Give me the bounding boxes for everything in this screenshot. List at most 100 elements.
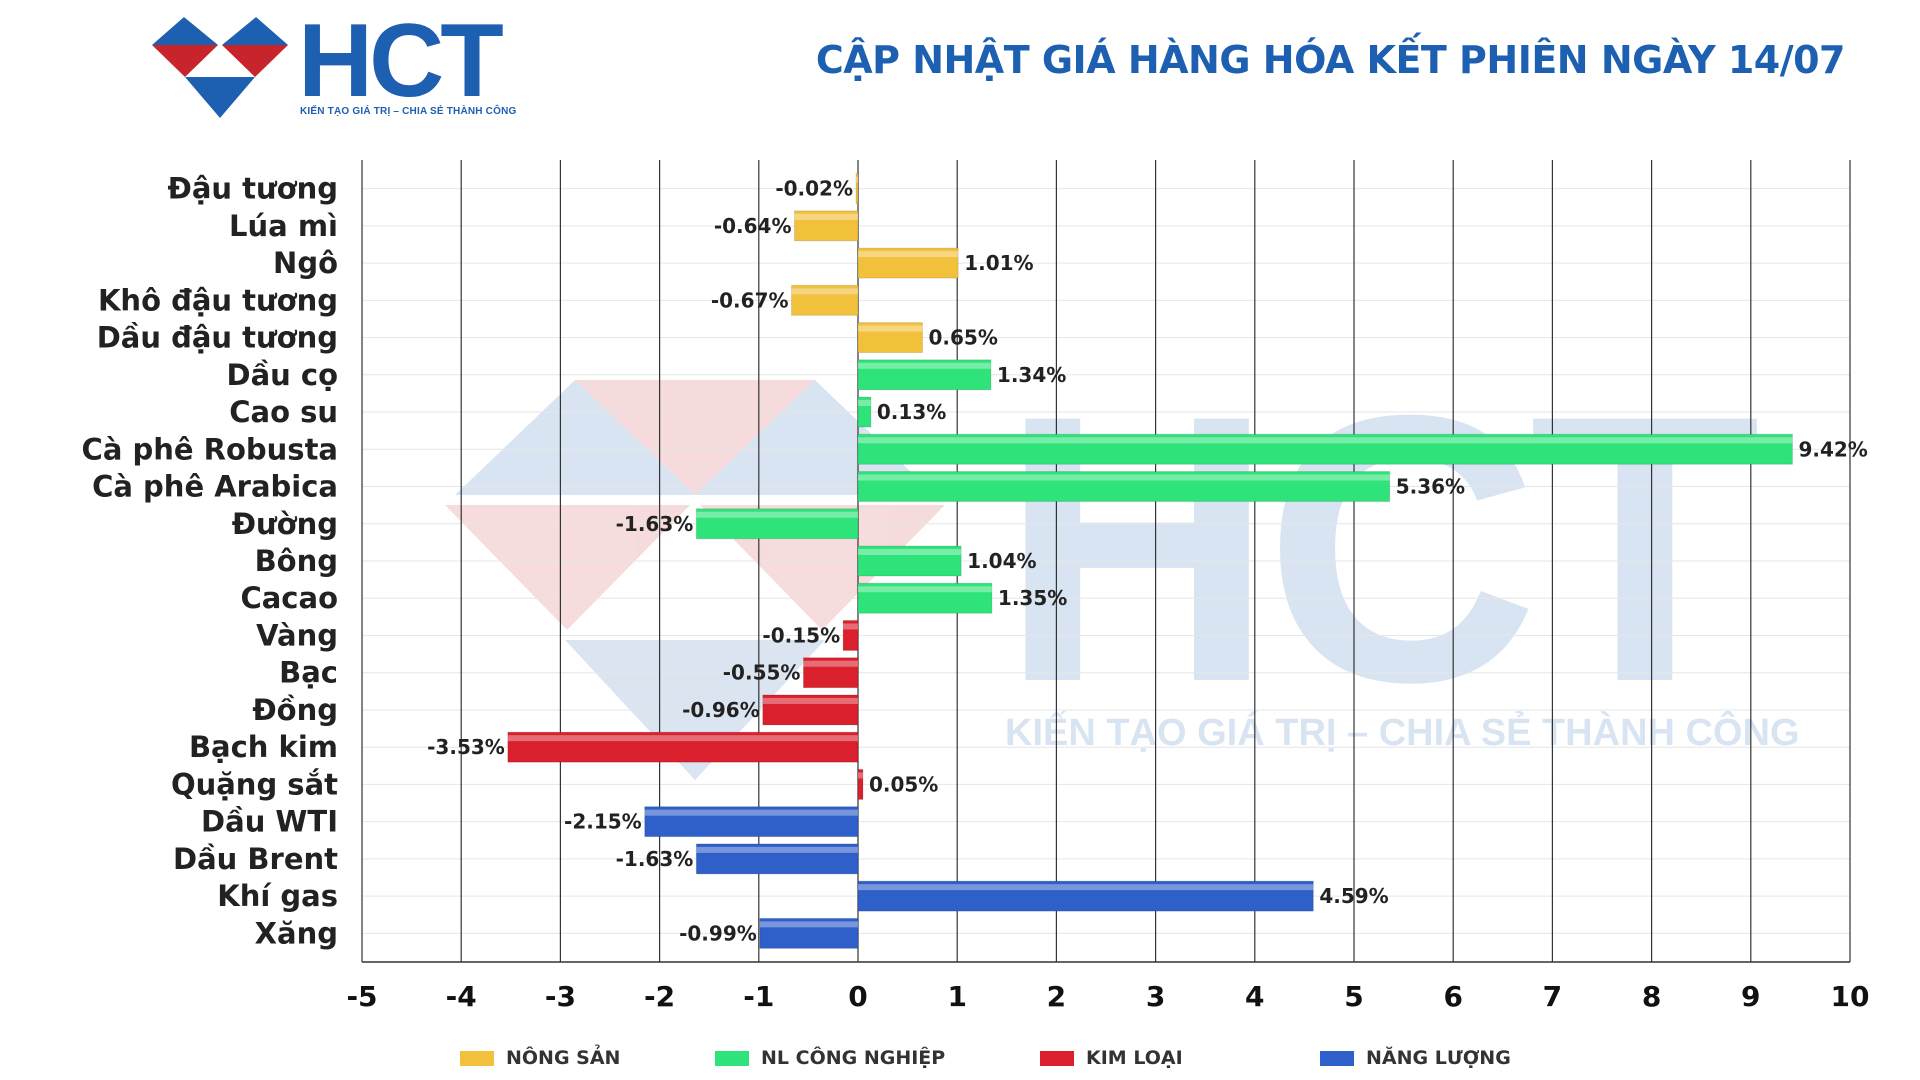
legend-label: NL CÔNG NGHIỆP <box>761 1047 946 1069</box>
hct-logo: HCT KIẾN TẠO GIÁ TRỊ – CHIA SẺ THÀNH CÔN… <box>150 9 530 125</box>
data-label: -0.15% <box>762 623 840 647</box>
data-label: 5.36% <box>1396 475 1465 499</box>
bar-highlight <box>794 213 858 220</box>
page-title: CẬP NHẬT GIÁ HÀNG HÓA KẾT PHIÊN NGÀY 14/… <box>815 38 1846 82</box>
bar-highlight <box>696 511 858 518</box>
category-label: Khí gas <box>217 879 338 913</box>
data-label: -0.96% <box>682 698 760 722</box>
bar-0 <box>855 173 859 205</box>
grid <box>361 160 1851 963</box>
x-tick-label: 1 <box>947 980 966 1013</box>
legend: NÔNG SẢN NL CÔNG NGHIỆP KIM LOẠI NĂNG LƯỢNG <box>460 1046 1560 1070</box>
category-label: Dầu đậu tương <box>97 321 338 355</box>
bar-11 <box>857 582 993 614</box>
legend-swatch <box>1040 1050 1074 1066</box>
bar-highlight <box>696 846 858 853</box>
data-label: -0.55% <box>723 661 801 685</box>
legend-swatch <box>715 1050 749 1066</box>
bar-highlight <box>803 660 858 667</box>
category-label: Quặng sắt <box>171 767 338 801</box>
bar-highlight <box>858 586 992 593</box>
category-label: Đậu tương <box>168 172 338 206</box>
bar-9 <box>695 508 859 540</box>
x-tick-label: 2 <box>1047 980 1066 1013</box>
category-label: Ngô <box>273 246 338 280</box>
legend-swatch <box>460 1050 494 1066</box>
legend-item-kim_loai: KIM LOẠI <box>1040 1046 1183 1070</box>
category-label: Cà phê Robusta <box>82 432 338 466</box>
x-tick-label: 8 <box>1642 980 1661 1013</box>
bar-highlight <box>843 623 858 630</box>
watermark-diamond-top-left <box>455 380 695 495</box>
legend-item-nong_san: NÔNG SẢN <box>460 1046 620 1070</box>
category-label: Dầu Brent <box>173 842 338 876</box>
bar-5 <box>857 359 992 391</box>
x-tick-label: -2 <box>644 980 675 1013</box>
data-label: 0.05% <box>869 772 938 796</box>
data-label: -1.63% <box>616 512 694 536</box>
bar-18 <box>695 843 859 875</box>
logo-tagline: KIẾN TẠO GIÁ TRỊ – CHIA SẺ THÀNH CÔNG <box>300 106 517 117</box>
bar-highlight <box>858 549 962 555</box>
category-label: Cao su <box>229 395 338 429</box>
data-label: 4.59% <box>1319 884 1388 908</box>
category-label: Dầu WTI <box>201 805 338 839</box>
bar-highlight <box>858 400 871 407</box>
bar-highlight <box>858 362 991 369</box>
x-tick-label: 5 <box>1344 980 1363 1013</box>
category-label: Dầu cọ <box>227 358 339 392</box>
x-tick-label: 6 <box>1443 980 1462 1013</box>
data-label: 1.04% <box>967 549 1036 573</box>
data-label: -3.53% <box>427 735 505 759</box>
bar-7 <box>857 433 1793 465</box>
legend-item-nang_luong: NĂNG LƯỢNG <box>1320 1046 1511 1070</box>
x-tick-label: -5 <box>346 980 377 1013</box>
bar-17 <box>644 806 859 838</box>
category-label: Lúa mì <box>229 209 338 243</box>
bar-8 <box>857 471 1391 503</box>
x-tick-label: 0 <box>848 980 867 1013</box>
bar-14 <box>762 694 859 726</box>
category-label: Vàng <box>256 618 338 652</box>
category-label: Đồng <box>252 693 338 727</box>
x-tick-label: -1 <box>743 980 774 1013</box>
watermark: HCT KIẾN TẠO GIÁ TRỊ – CHIA SẺ THÀNH CÔN… <box>445 336 1800 780</box>
data-label: -0.67% <box>711 288 789 312</box>
x-tick-label: 7 <box>1543 980 1562 1013</box>
data-label: 1.34% <box>997 363 1066 387</box>
bar-highlight <box>791 288 858 295</box>
legend-label: NÔNG SẢN <box>506 1047 621 1069</box>
data-labels: -0.02% -0.64% 1.01% -0.67% 0.65%1.34% 0.13% 9.… <box>427 177 1868 946</box>
bar-highlight <box>858 772 863 779</box>
category-label: Xăng <box>255 916 338 950</box>
category-label: Đường <box>232 507 338 541</box>
bar-6 <box>857 396 872 428</box>
data-label: 9.42% <box>1798 437 1867 461</box>
bar-highlight <box>507 735 858 742</box>
x-tick-label: -4 <box>446 980 477 1013</box>
legend-label: NĂNG LƯỢNG <box>1366 1047 1511 1069</box>
bar-highlight <box>858 251 959 258</box>
bar-highlight <box>858 884 1314 891</box>
bar-highlight <box>858 325 923 332</box>
data-label: -0.99% <box>679 921 757 945</box>
bar-3 <box>791 284 859 316</box>
watermark-diamond-top-right <box>695 380 935 495</box>
x-tick-label: 3 <box>1146 980 1165 1013</box>
x-tick-label: 4 <box>1245 980 1264 1013</box>
diamond-logo-icon <box>152 17 288 118</box>
bar-13 <box>802 657 859 689</box>
category-label: Bạch kim <box>189 730 338 764</box>
x-tick-label: 9 <box>1741 980 1760 1013</box>
watermark-tagline: KIẾN TẠO GIÁ TRỊ – CHIA SẺ THÀNH CÔNG <box>1005 709 1800 754</box>
watermark-wordmark: HCT <box>1000 336 1760 761</box>
category-label: Khô đậu tương <box>98 283 338 317</box>
x-tick-labels: -5 -4 -3 -2 -1 0 1 2 3 4 5 6 7 8 9 10 <box>346 980 1869 1013</box>
bar-highlight <box>856 176 859 183</box>
watermark-diamond-left <box>445 505 690 630</box>
data-label: -2.15% <box>564 810 642 834</box>
legend-item-nl_cong_nghiep: NL CÔNG NGHIỆP <box>715 1046 945 1070</box>
bar-1 <box>794 210 859 242</box>
